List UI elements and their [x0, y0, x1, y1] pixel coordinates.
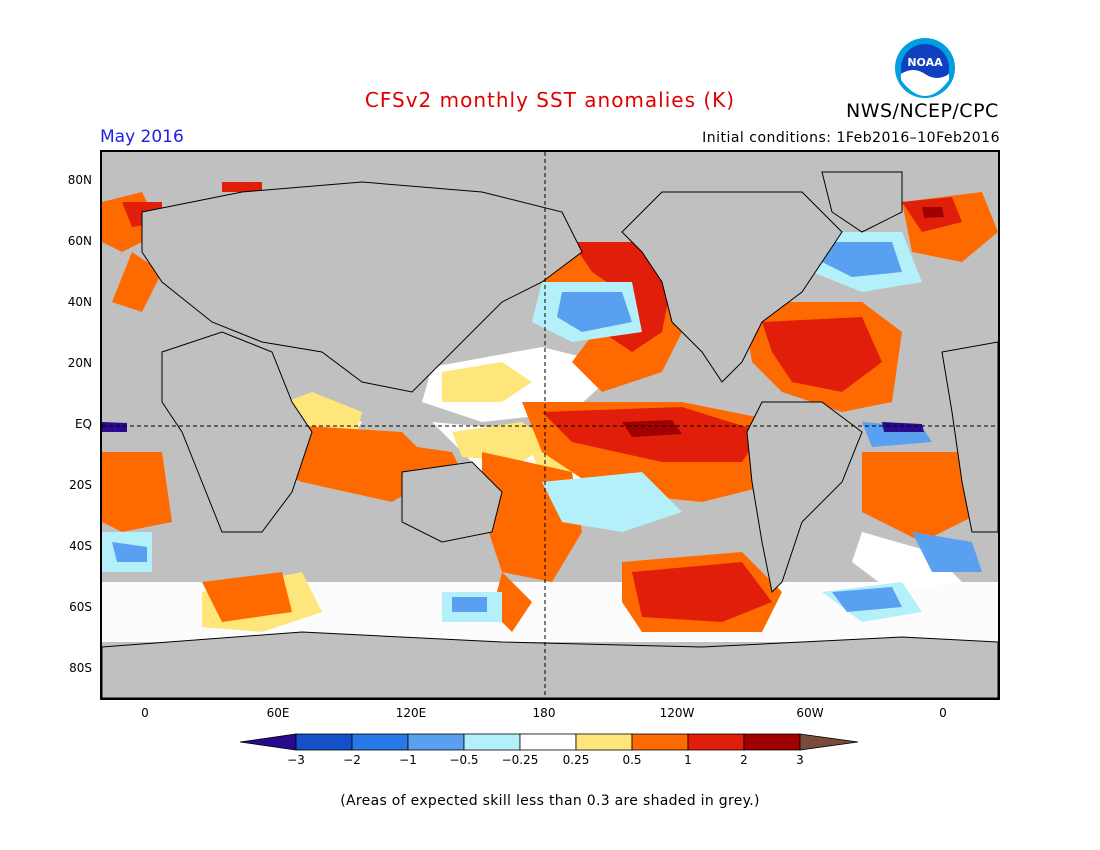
colorbar-label-7: 1	[684, 753, 692, 767]
lat-label-40s: 40S	[69, 539, 92, 553]
colorbar-segment-9	[743, 733, 801, 751]
lon-label-60w: 60W	[796, 706, 824, 720]
lon-label-0-east: 0	[939, 706, 947, 720]
colorbar-segment-7	[631, 733, 689, 751]
lon-label-120w: 120W	[659, 706, 695, 720]
lon-label-60e: 60E	[266, 706, 290, 720]
colorbar-label-6: 0.5	[622, 753, 642, 767]
colorbar-segment-2	[351, 733, 409, 751]
eurasia	[141, 181, 583, 393]
colorbar-segment-1	[295, 733, 353, 751]
colorbar-segment-10	[799, 733, 859, 751]
lat-label-60s: 60S	[69, 600, 92, 614]
forecast-month: May 2016	[100, 127, 184, 147]
noaa-logo-text: NOAA	[907, 56, 943, 69]
lat-label-80n: 80N	[67, 173, 92, 187]
colorbar-label-2: −1	[399, 753, 417, 767]
south-america	[746, 401, 863, 594]
warm-strong-anomalies	[122, 182, 962, 622]
colorbar-segment-5	[519, 733, 577, 751]
colorbar-label-3: −0.5	[449, 753, 479, 767]
cool-extreme-anomalies	[102, 422, 924, 432]
colorbar-label-9: 3	[796, 753, 804, 767]
colorbar-label-4: −0.25	[501, 753, 539, 767]
lat-label-40n: 40N	[67, 295, 92, 309]
continent-outlines	[102, 171, 998, 698]
colorbar-segment-3	[407, 733, 465, 751]
colorbar-label-5: 0.25	[562, 753, 590, 767]
lat-label-eq: EQ	[74, 417, 92, 431]
lat-label-20n: 20N	[67, 356, 92, 370]
colorbar-segment-4	[463, 733, 521, 751]
lat-label-60n: 60N	[67, 234, 92, 248]
colorbar-label-1: −2	[343, 753, 361, 767]
noaa-logo: NOAA	[895, 38, 955, 98]
north-america	[621, 191, 843, 383]
colorbar-label-0: −3	[287, 753, 305, 767]
lon-label-120e: 120E	[395, 706, 427, 720]
lat-label-80s: 80S	[69, 661, 92, 675]
map-canvas	[102, 152, 998, 698]
colorbar	[240, 733, 859, 751]
colorbar-segment-0	[240, 733, 297, 751]
lon-label-0: 0	[141, 706, 149, 720]
skill-note: (Areas of expected skill less than 0.3 a…	[340, 793, 760, 809]
lat-label-20s: 20S	[69, 478, 92, 492]
australia	[401, 461, 503, 543]
colorbar-segment-6	[575, 733, 633, 751]
lon-label-180: 180	[532, 706, 556, 720]
antarctica	[102, 631, 998, 698]
africa	[161, 331, 313, 533]
greenland	[821, 171, 903, 233]
map-title: CFSv2 monthly SST anomalies (K)	[364, 88, 736, 112]
colorbar-segment-8	[687, 733, 745, 751]
initial-conditions: Initial conditions: 1Feb2016–10Feb2016	[702, 130, 1000, 146]
warm-extreme-anomalies	[622, 207, 944, 437]
colorbar-label-8: 2	[740, 753, 748, 767]
agency-label: NWS/NCEP/CPC	[846, 100, 999, 122]
africa-east	[941, 341, 998, 533]
sst-anomaly-map	[100, 150, 1000, 700]
